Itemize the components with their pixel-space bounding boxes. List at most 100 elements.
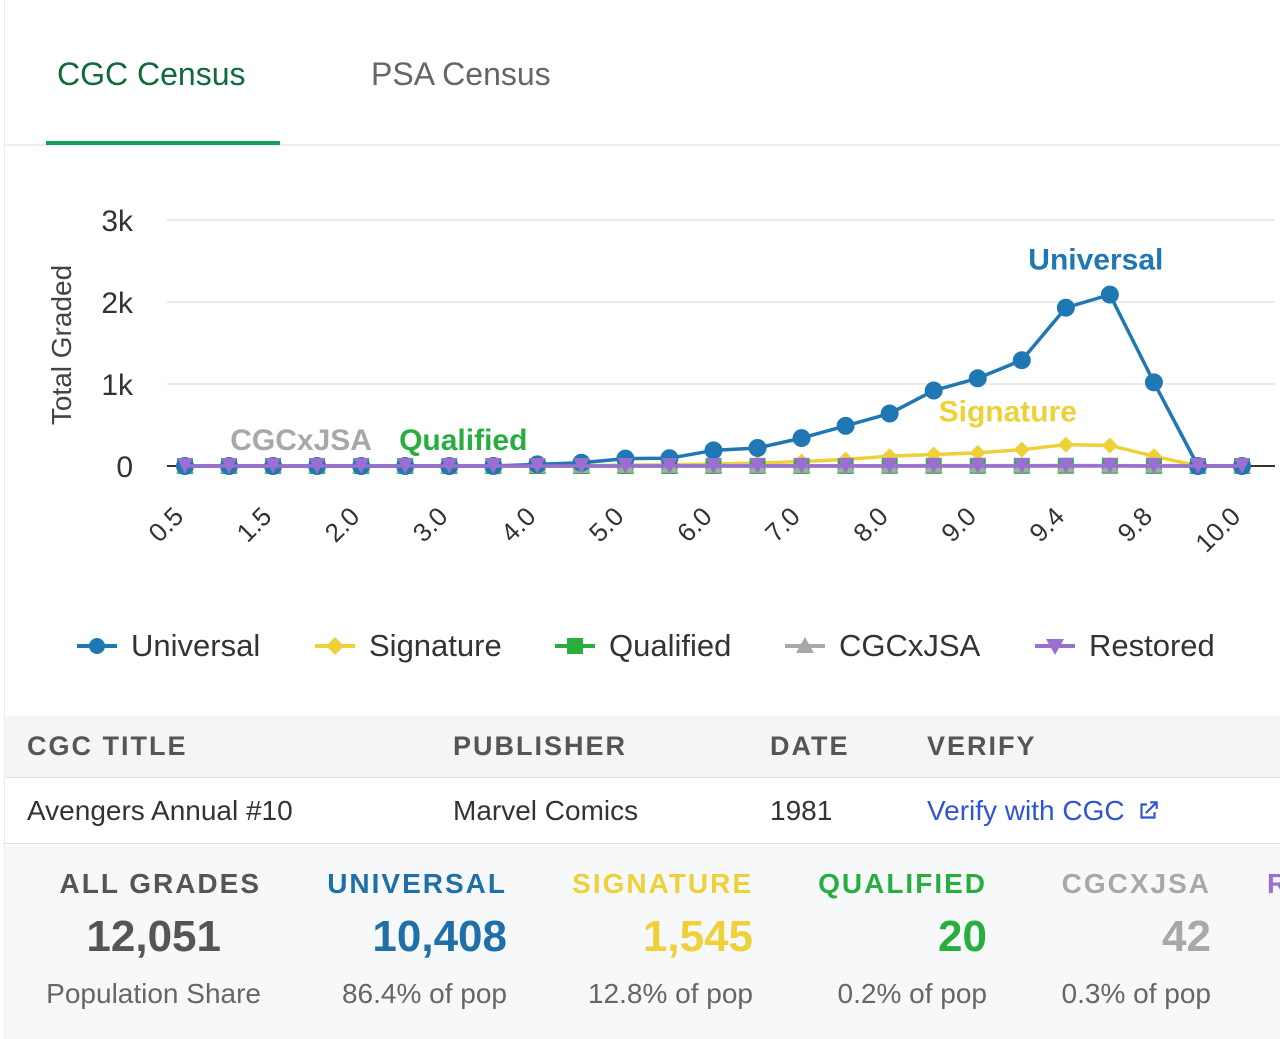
data-point-restored[interactable] xyxy=(529,458,546,474)
legend-item-restored[interactable]: Restored xyxy=(1033,618,1215,674)
verify-with-cgc-link[interactable]: Verify with CGC xyxy=(927,795,1161,827)
data-point-restored[interactable] xyxy=(1057,458,1074,474)
y-tick-label: 1k xyxy=(101,369,134,402)
data-point-restored[interactable] xyxy=(749,458,766,474)
data-point-restored[interactable] xyxy=(177,458,193,474)
data-point-universal[interactable] xyxy=(792,429,811,448)
chart-legend: Universal Signature Qualified CGCxJSA xyxy=(5,618,1280,674)
x-tick-label: 8.0 xyxy=(847,501,894,548)
data-point-universal[interactable] xyxy=(704,441,723,460)
data-point-restored[interactable] xyxy=(221,458,238,474)
data-point-restored[interactable] xyxy=(1189,458,1206,474)
series-annotation-qualified: Qualified xyxy=(399,424,527,457)
x-tick-label: 9.8 xyxy=(1111,501,1158,548)
data-point-restored[interactable] xyxy=(881,458,898,474)
census-line-chart: 0 1k 2k 3k Total Graded 0.5 1.5 2.0 3.0 4.0 5.0 6.0… xyxy=(46,205,1275,558)
data-point-restored[interactable] xyxy=(1234,458,1250,474)
data-point-universal[interactable] xyxy=(924,381,943,400)
data-point-restored[interactable] xyxy=(485,458,502,474)
y-tick-label: 0 xyxy=(116,451,133,484)
x-tick-label: 6.0 xyxy=(671,501,718,548)
series-annotation-universal: Universal xyxy=(1028,244,1163,277)
tab-cgc-census[interactable]: CGC Census xyxy=(57,56,246,92)
stat-share: Population Share xyxy=(46,978,261,1009)
data-point-restored[interactable] xyxy=(617,458,634,474)
data-point-restored[interactable] xyxy=(969,458,986,474)
legend-item-cgcxjsa[interactable]: CGCxJSA xyxy=(783,618,980,674)
legend-item-qualified[interactable]: Qualified xyxy=(553,618,731,674)
data-point-signature[interactable] xyxy=(1057,436,1074,453)
comic-info-table: CGC TITLE PUBLISHER DATE VERIFY Avengers… xyxy=(5,716,1280,844)
data-point-restored[interactable] xyxy=(837,458,854,474)
table-row: Avengers Annual #10 Marvel Comics 1981 V… xyxy=(5,778,1280,844)
data-point-signature[interactable] xyxy=(1013,441,1030,458)
data-point-restored[interactable] xyxy=(353,458,370,474)
stat-restored: RESTORED xyxy=(1267,846,1280,1039)
data-point-restored[interactable] xyxy=(705,458,722,474)
header-verify: VERIFY xyxy=(927,731,1037,761)
legend-item-universal[interactable]: Universal xyxy=(75,618,260,674)
data-point-restored[interactable] xyxy=(793,458,810,474)
series-annotation-signature: Signature xyxy=(939,396,1077,429)
census-tabs: CGC Census PSA Census xyxy=(5,0,1280,146)
stat-label: ALL GRADES xyxy=(59,868,261,899)
data-point-restored[interactable] xyxy=(441,458,458,474)
legend-cgcxjsa-marker-icon xyxy=(785,637,825,653)
legend-label-restored: Restored xyxy=(1089,628,1215,663)
data-point-signature[interactable] xyxy=(969,444,986,461)
x-tick-label: 10.0 xyxy=(1189,501,1246,558)
legend-label-universal: Universal xyxy=(131,628,261,663)
data-point-restored[interactable] xyxy=(1101,458,1118,474)
data-point-universal[interactable] xyxy=(1144,373,1163,392)
data-point-universal[interactable] xyxy=(1100,285,1119,304)
data-point-restored[interactable] xyxy=(661,458,678,474)
stat-value: 10,408 xyxy=(372,912,507,961)
stat-universal: UNIVERSAL 10,408 86.4% of pop xyxy=(305,846,507,1039)
data-point-restored[interactable] xyxy=(397,458,414,474)
stat-label: CGCXJSA xyxy=(1061,868,1211,899)
comic-title: Avengers Annual #10 xyxy=(27,795,293,826)
stat-qualified: QUALIFIED 20 0.2% of pop xyxy=(785,846,987,1039)
x-tick-label: 7.0 xyxy=(759,501,806,548)
data-point-universal[interactable] xyxy=(836,416,855,435)
data-point-universal[interactable] xyxy=(1012,351,1031,370)
data-point-universal[interactable] xyxy=(880,404,899,423)
legend-item-signature[interactable]: Signature xyxy=(313,618,502,674)
header-publisher: PUBLISHER xyxy=(453,731,628,761)
x-tick-label: 3.0 xyxy=(407,501,454,548)
stat-share: 0.3% of pop xyxy=(1061,978,1211,1009)
stat-label: QUALIFIED xyxy=(818,868,987,899)
data-point-restored[interactable] xyxy=(309,458,326,474)
legend-universal-marker-icon xyxy=(77,638,117,654)
data-point-universal[interactable] xyxy=(748,438,767,457)
stat-share: 0.2% of pop xyxy=(837,978,987,1009)
data-point-restored[interactable] xyxy=(573,458,590,474)
data-point-restored[interactable] xyxy=(925,458,942,474)
data-point-signature[interactable] xyxy=(1101,437,1118,454)
data-point-restored[interactable] xyxy=(1145,458,1162,474)
stat-cgcxjsa: CGCXJSA 42 0.3% of pop xyxy=(1025,846,1211,1039)
census-card: CGC Census PSA Census 0 1k 2k 3k Total Grade… xyxy=(4,0,1280,1039)
data-point-universal[interactable] xyxy=(968,369,987,388)
legend-label-signature: Signature xyxy=(369,628,502,663)
legend-label-cgcxjsa: CGCxJSA xyxy=(839,628,981,663)
data-point-universal[interactable] xyxy=(1056,298,1075,317)
y-tick-label: 3k xyxy=(101,205,134,238)
verify-link-text: Verify with CGC xyxy=(927,795,1125,826)
y-tick-label: 2k xyxy=(101,287,134,320)
active-tab-indicator xyxy=(46,141,280,145)
stat-all-grades: ALL GRADES 12,051 Population Share xyxy=(25,846,261,1039)
series-annotation-cgcxjsa: CGCxJSA xyxy=(230,424,372,457)
x-tick-label: 0.5 xyxy=(142,501,189,548)
legend-restored-marker-icon xyxy=(1035,639,1075,655)
header-date: DATE xyxy=(770,731,850,761)
population-stats: ALL GRADES 12,051 Population Share UNIVE… xyxy=(5,846,1280,1039)
header-cgc-title: CGC TITLE xyxy=(27,731,188,761)
comic-publisher: Marvel Comics xyxy=(453,795,639,826)
data-point-restored[interactable] xyxy=(1013,458,1030,474)
data-point-restored[interactable] xyxy=(265,458,282,474)
stat-label: SIGNATURE xyxy=(572,868,753,899)
stat-label: UNIVERSAL xyxy=(327,868,507,899)
tab-psa-census[interactable]: PSA Census xyxy=(371,56,551,92)
y-axis-title: Total Graded xyxy=(46,265,77,425)
